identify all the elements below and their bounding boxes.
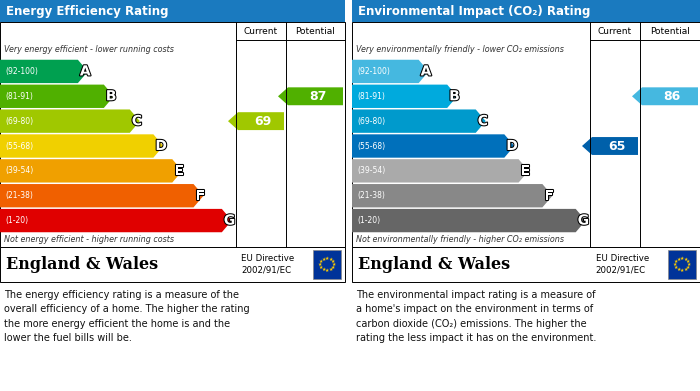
Text: ★: ★ — [318, 262, 322, 267]
Text: ★: ★ — [673, 262, 677, 267]
Text: (55-68): (55-68) — [357, 142, 385, 151]
Text: Potential: Potential — [650, 27, 690, 36]
Text: (39-54): (39-54) — [357, 166, 385, 175]
Text: ★: ★ — [321, 267, 326, 272]
Polygon shape — [0, 109, 140, 133]
Text: 86: 86 — [664, 90, 680, 103]
Text: ★: ★ — [686, 259, 690, 264]
Polygon shape — [228, 112, 284, 130]
Polygon shape — [0, 209, 232, 232]
Text: 69: 69 — [254, 115, 272, 127]
Text: E: E — [174, 164, 184, 178]
Text: (21-38): (21-38) — [5, 191, 33, 200]
Text: Very environmentally friendly - lower CO₂ emissions: Very environmentally friendly - lower CO… — [356, 45, 564, 54]
Polygon shape — [352, 184, 552, 207]
Text: (81-91): (81-91) — [357, 92, 385, 101]
Text: EU Directive
2002/91/EC: EU Directive 2002/91/EC — [596, 254, 649, 275]
Text: (92-100): (92-100) — [5, 67, 38, 76]
Text: 87: 87 — [309, 90, 326, 103]
Text: D: D — [155, 139, 167, 153]
Text: England & Wales: England & Wales — [6, 256, 158, 273]
Text: Potential: Potential — [295, 27, 335, 36]
Text: C: C — [478, 114, 488, 128]
Text: The environmental impact rating is a measure of
a home's impact on the environme: The environmental impact rating is a mea… — [356, 290, 596, 343]
Text: G: G — [224, 213, 235, 228]
Text: ★: ★ — [687, 262, 691, 267]
Text: Current: Current — [598, 27, 632, 36]
Text: A: A — [80, 65, 90, 79]
Bar — [668, 250, 696, 279]
Text: F: F — [545, 189, 554, 203]
Text: Current: Current — [244, 27, 278, 36]
Text: Energy Efficiency Rating: Energy Efficiency Rating — [6, 5, 169, 18]
Text: (1-20): (1-20) — [5, 216, 28, 225]
Text: ★: ★ — [331, 259, 335, 264]
Polygon shape — [278, 87, 343, 105]
Polygon shape — [0, 159, 182, 183]
Polygon shape — [352, 84, 457, 108]
Text: (81-91): (81-91) — [5, 92, 33, 101]
Text: ★: ★ — [686, 265, 690, 270]
Text: The energy efficiency rating is a measure of the
overall efficiency of a home. T: The energy efficiency rating is a measur… — [4, 290, 250, 343]
Bar — [313, 250, 341, 279]
Text: ★: ★ — [680, 268, 684, 273]
Text: Not environmentally friendly - higher CO₂ emissions: Not environmentally friendly - higher CO… — [356, 235, 564, 244]
Text: ★: ★ — [676, 257, 680, 262]
Polygon shape — [352, 60, 428, 83]
Bar — [352, 22, 700, 247]
Text: (92-100): (92-100) — [357, 67, 390, 76]
Bar — [0, 0, 345, 22]
Text: D: D — [506, 139, 518, 153]
Text: ★: ★ — [683, 257, 687, 262]
Text: ★: ★ — [318, 265, 323, 270]
Polygon shape — [0, 60, 88, 83]
Text: ★: ★ — [674, 259, 678, 264]
Text: ★: ★ — [328, 267, 332, 272]
Polygon shape — [0, 135, 163, 158]
Text: (69-80): (69-80) — [5, 117, 33, 126]
Text: Very energy efficient - lower running costs: Very energy efficient - lower running co… — [4, 45, 174, 54]
Text: ★: ★ — [328, 257, 332, 262]
Text: ★: ★ — [680, 256, 684, 261]
Text: F: F — [195, 189, 205, 203]
Bar — [352, 0, 700, 22]
Polygon shape — [582, 137, 638, 155]
Bar — [0, 247, 345, 282]
Text: (69-80): (69-80) — [357, 117, 385, 126]
Text: E: E — [521, 164, 530, 178]
Text: (1-20): (1-20) — [357, 216, 380, 225]
Polygon shape — [352, 109, 486, 133]
Text: A: A — [421, 65, 431, 79]
Polygon shape — [632, 87, 698, 105]
Text: 65: 65 — [608, 140, 626, 152]
Text: ★: ★ — [325, 268, 329, 273]
Polygon shape — [0, 84, 114, 108]
Text: ★: ★ — [674, 265, 678, 270]
Bar — [0, 22, 345, 247]
Text: England & Wales: England & Wales — [358, 256, 510, 273]
Text: ★: ★ — [331, 265, 335, 270]
Polygon shape — [352, 209, 586, 232]
Text: (55-68): (55-68) — [5, 142, 33, 151]
Text: ★: ★ — [332, 262, 336, 267]
Text: ★: ★ — [318, 259, 323, 264]
Text: EU Directive
2002/91/EC: EU Directive 2002/91/EC — [241, 254, 295, 275]
Text: B: B — [106, 89, 116, 103]
Polygon shape — [352, 135, 514, 158]
Polygon shape — [352, 159, 528, 183]
Text: B: B — [449, 89, 460, 103]
Text: (39-54): (39-54) — [5, 166, 34, 175]
Text: G: G — [578, 213, 589, 228]
Text: C: C — [132, 114, 142, 128]
Text: ★: ★ — [321, 257, 326, 262]
Bar — [352, 247, 700, 282]
Polygon shape — [0, 184, 204, 207]
Text: (21-38): (21-38) — [357, 191, 385, 200]
Text: Not energy efficient - higher running costs: Not energy efficient - higher running co… — [4, 235, 174, 244]
Text: ★: ★ — [325, 256, 329, 261]
Text: ★: ★ — [683, 267, 687, 272]
Text: ★: ★ — [676, 267, 680, 272]
Text: Environmental Impact (CO₂) Rating: Environmental Impact (CO₂) Rating — [358, 5, 590, 18]
